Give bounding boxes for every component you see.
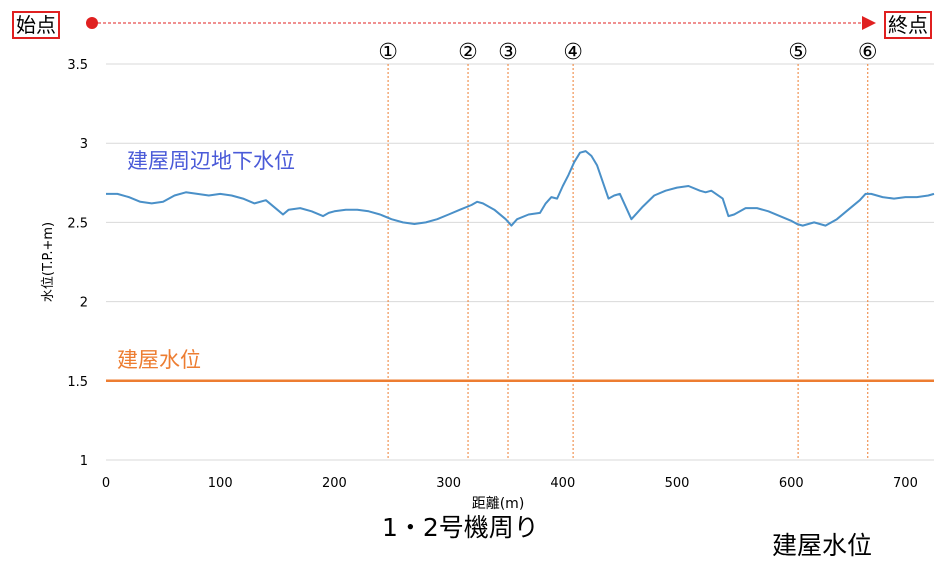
- series-label: 建屋水位: [117, 348, 201, 372]
- x-tick-labels: 0 100 200 300 400 500 600 700: [102, 476, 918, 491]
- start-end-arrow: [86, 16, 876, 30]
- start-label: 始点: [12, 11, 60, 39]
- x-tick-label: 700: [893, 476, 918, 491]
- y-axis-label: 水位(T.P.+m): [41, 222, 56, 302]
- start-dot: [86, 17, 98, 29]
- marker-label: ①: [378, 40, 398, 65]
- end-label: 終点: [884, 11, 932, 39]
- x-tick-label: 500: [665, 476, 690, 491]
- y-tick-label: 1.5: [67, 375, 88, 390]
- y-tick-label: 2.5: [67, 216, 88, 231]
- marker-label: ③: [498, 40, 518, 65]
- chart-caption: 1・2号機周り: [382, 513, 539, 542]
- y-tick-label: 3: [80, 137, 88, 152]
- y-tick-label: 2: [80, 296, 88, 311]
- series-label: 建屋周辺地下水位: [127, 149, 295, 173]
- x-tick-label: 600: [779, 476, 804, 491]
- y-tick-label: 1: [80, 454, 88, 469]
- series-line: [106, 150, 935, 227]
- chart-caption-partial: 建屋水位: [772, 531, 873, 560]
- x-tick-label: 100: [208, 476, 233, 491]
- x-tick-label: 0: [102, 476, 110, 491]
- y-tick-label: 3.5: [67, 58, 88, 73]
- marker-label: ④: [563, 40, 583, 65]
- marker-label: ⑤: [788, 40, 808, 65]
- x-tick-label: 300: [436, 476, 461, 491]
- x-tick-label: 400: [550, 476, 575, 491]
- x-axis-label: 距離(m): [472, 495, 525, 512]
- marker-label: ⑥: [858, 40, 878, 65]
- y-tick-labels: 1 1.5 2 2.5 3 3.5: [67, 58, 88, 469]
- marker-label: ②: [458, 40, 478, 65]
- arrow-head: [862, 16, 876, 30]
- x-tick-label: 200: [322, 476, 347, 491]
- grid-lines: [106, 63, 934, 461]
